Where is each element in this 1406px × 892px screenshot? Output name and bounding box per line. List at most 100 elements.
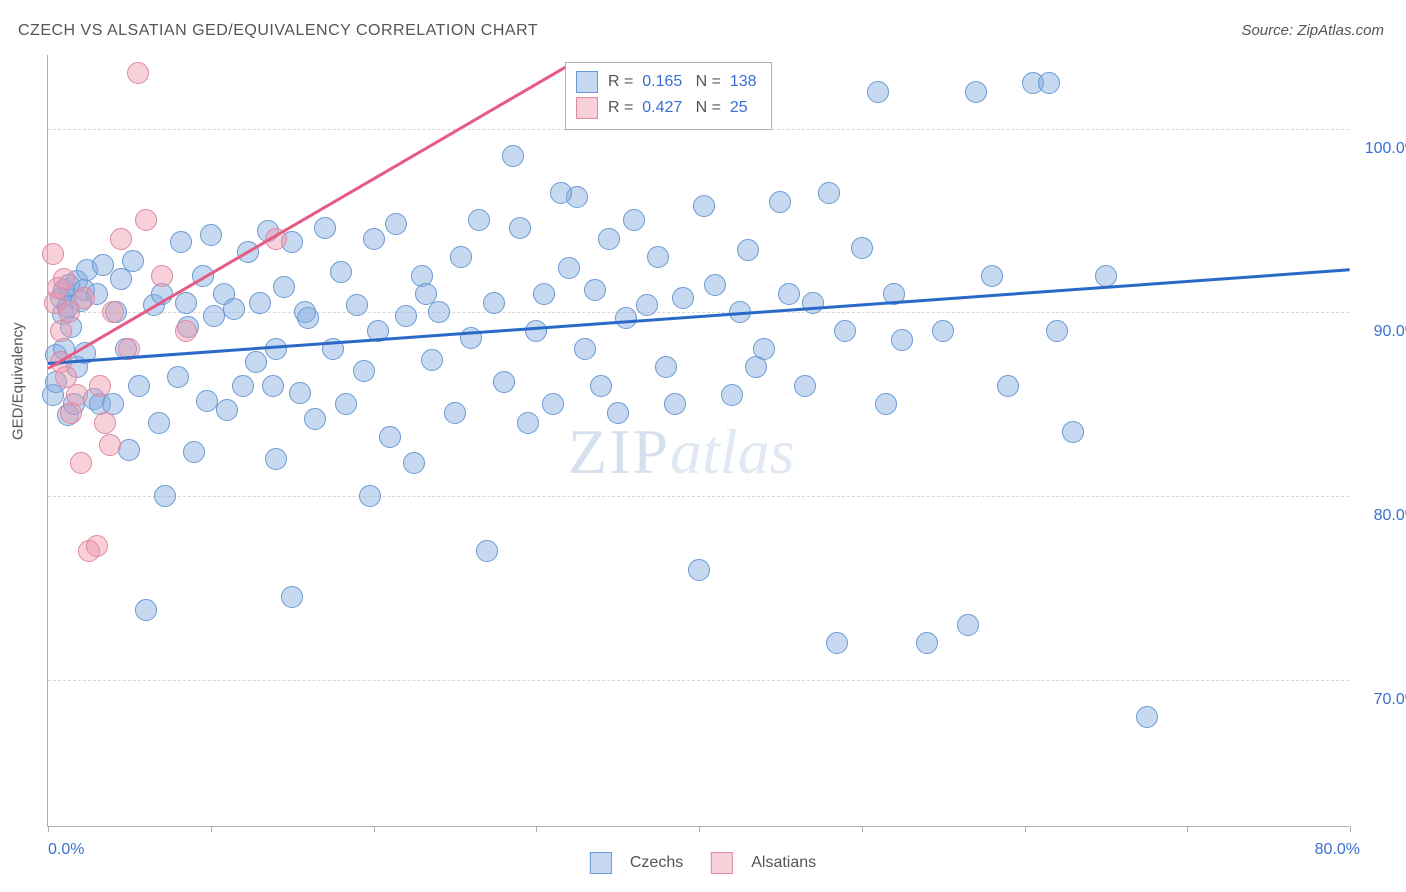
scatter-point [794, 375, 816, 397]
scatter-point [232, 375, 254, 397]
legend-swatch-alsatians [711, 852, 733, 874]
scatter-point [1136, 706, 1158, 728]
legend-swatch-czechs [590, 852, 612, 874]
scatter-point [769, 191, 791, 213]
scatter-point [875, 393, 897, 415]
scatter-point [70, 452, 92, 474]
scatter-point [66, 384, 88, 406]
scatter-point [688, 559, 710, 581]
legend-swatch [576, 71, 598, 93]
scatter-point [802, 292, 824, 314]
scatter-point [200, 224, 222, 246]
bottom-legend: Czechs Alsatians [590, 852, 816, 874]
scatter-point [965, 81, 987, 103]
watermark-zip: ZIP [568, 416, 670, 487]
scatter-point [997, 375, 1019, 397]
scatter-point [778, 283, 800, 305]
scatter-point [636, 294, 658, 316]
scatter-point [99, 434, 121, 456]
watermark: ZIPatlas [568, 415, 794, 489]
scatter-point [175, 292, 197, 314]
scatter-point [363, 228, 385, 250]
scatter-point [468, 209, 490, 231]
plot-area: ZIPatlas 70.0%80.0%90.0%100.0%0.0%80.0% [47, 55, 1349, 827]
scatter-point [1038, 72, 1060, 94]
scatter-point [476, 540, 498, 562]
scatter-point [1095, 265, 1117, 287]
legend-label-alsatians: Alsatians [751, 854, 816, 872]
ytick-label: 80.0% [1374, 507, 1406, 525]
scatter-point [151, 265, 173, 287]
scatter-point [216, 399, 238, 421]
xtick [374, 826, 375, 832]
scatter-point [359, 485, 381, 507]
scatter-point [379, 426, 401, 448]
scatter-point [574, 338, 596, 360]
scatter-point [834, 320, 856, 342]
scatter-point [493, 371, 515, 393]
scatter-point [1046, 320, 1068, 342]
scatter-point [932, 320, 954, 342]
scatter-point [664, 393, 686, 415]
legend-item-alsatians: Alsatians [711, 852, 816, 874]
scatter-point [110, 228, 132, 250]
scatter-point [353, 360, 375, 382]
ytick-label: 90.0% [1374, 323, 1406, 341]
scatter-point [170, 231, 192, 253]
scatter-point [704, 274, 726, 296]
scatter-point [672, 287, 694, 309]
scatter-point [53, 268, 75, 290]
scatter-point [281, 586, 303, 608]
scatter-point [981, 265, 1003, 287]
scatter-point [122, 250, 144, 272]
scatter-point [818, 182, 840, 204]
scatter-point [92, 254, 114, 276]
scatter-point [110, 268, 132, 290]
source-attribution: Source: ZipAtlas.com [1241, 22, 1384, 39]
scatter-point [655, 356, 677, 378]
scatter-point [444, 402, 466, 424]
scatter-point [867, 81, 889, 103]
scatter-point [598, 228, 620, 250]
scatter-point [542, 393, 564, 415]
scatter-point [737, 239, 759, 261]
stats-legend-row: R = 0.165 N = 138 [576, 69, 757, 95]
scatter-point [450, 246, 472, 268]
scatter-point [294, 301, 316, 323]
xtick [48, 826, 49, 832]
scatter-point [86, 535, 108, 557]
scatter-point [127, 62, 149, 84]
scatter-point [517, 412, 539, 434]
scatter-point [502, 145, 524, 167]
scatter-point [1062, 421, 1084, 443]
scatter-point [525, 320, 547, 342]
xtick-label: 0.0% [48, 841, 84, 859]
scatter-point [851, 237, 873, 259]
scatter-point [415, 283, 437, 305]
scatter-point [223, 298, 245, 320]
scatter-point [135, 599, 157, 621]
scatter-point [175, 320, 197, 342]
watermark-atlas: atlas [670, 416, 794, 487]
scatter-point [826, 632, 848, 654]
scatter-point [346, 294, 368, 316]
scatter-point [335, 393, 357, 415]
scatter-point [891, 329, 913, 351]
scatter-point [148, 412, 170, 434]
scatter-point [957, 614, 979, 636]
stats-legend-row: R = 0.427 N = 25 [576, 95, 757, 121]
scatter-point [273, 276, 295, 298]
scatter-point [304, 408, 326, 430]
scatter-point [428, 301, 450, 323]
scatter-point [421, 349, 443, 371]
scatter-point [89, 375, 111, 397]
gridline [48, 496, 1349, 497]
scatter-point [183, 441, 205, 463]
chart-title: CZECH VS ALSATIAN GED/EQUIVALENCY CORREL… [18, 22, 538, 40]
xtick [536, 826, 537, 832]
scatter-point [483, 292, 505, 314]
xtick [1025, 826, 1026, 832]
ytick-label: 70.0% [1374, 691, 1406, 709]
scatter-point [154, 485, 176, 507]
scatter-point [916, 632, 938, 654]
